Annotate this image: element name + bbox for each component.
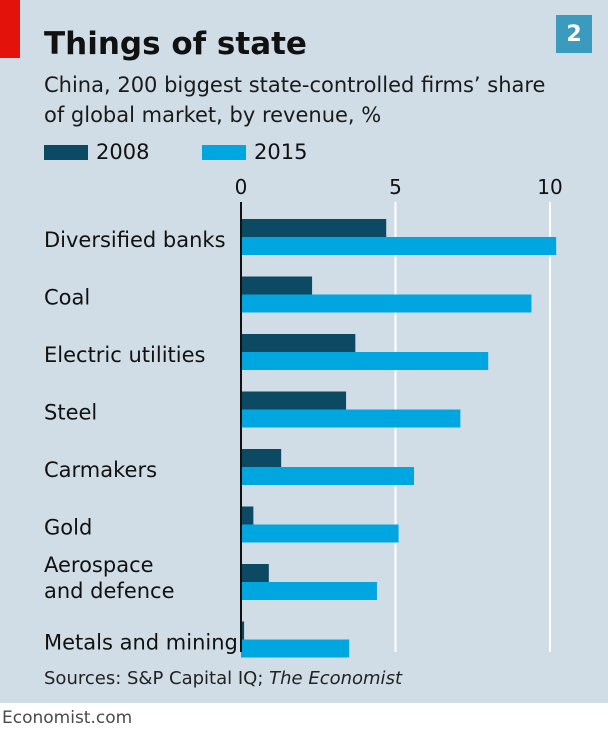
category-label-2: Electric utilities	[44, 343, 205, 367]
legend-item-2015: 2015	[202, 140, 307, 164]
category-label-0: Diversified banks	[44, 228, 226, 252]
source-note: Sources: S&P Capital IQ; The Economist	[44, 668, 402, 689]
category-label-4: Carmakers	[44, 458, 157, 482]
x-tick-label-5: 5	[389, 175, 402, 199]
footer-credit: Economist.com	[2, 708, 133, 728]
bar-2015-1	[241, 294, 532, 313]
source-prefix: Sources: S&P Capital IQ;	[44, 668, 270, 689]
bar-2008-0	[241, 219, 387, 237]
bar-2008-6	[241, 564, 269, 582]
category-label-1: Coal	[44, 286, 90, 310]
category-label-7: Metals and mining	[44, 631, 238, 655]
bar-2015-0	[241, 237, 557, 255]
legend-swatch-2015	[202, 144, 246, 160]
chart-title: Things of state	[44, 26, 307, 62]
x-tick-label-10: 10	[537, 175, 562, 199]
bar-2008-7	[241, 621, 245, 640]
bar-2015-6	[241, 582, 377, 600]
legend-swatch-2008	[44, 144, 88, 160]
bar-chart: 0 5 10 Diversified banks Coal Electric utilit…	[44, 175, 563, 658]
x-tick-label-0: 0	[235, 175, 248, 199]
chart-number-badge: 2	[556, 15, 592, 53]
bar-2015-5	[241, 524, 399, 543]
brand-red-tab	[0, 0, 20, 58]
bar-2008-5	[241, 506, 254, 525]
bar-2015-4	[241, 467, 415, 485]
bar-2015-2	[241, 352, 489, 370]
bar-2008-4	[241, 449, 282, 467]
chart-subtitle: China, 200 biggest state-controlled firm…	[44, 70, 545, 130]
subtitle-line-2: of global market, by revenue, %	[44, 103, 382, 127]
bar-2015-7	[241, 639, 350, 658]
bar-2015-3	[241, 409, 461, 428]
bar-2008-1	[241, 276, 313, 295]
source-italic: The Economist	[269, 668, 402, 689]
legend-label-2008: 2008	[96, 140, 150, 164]
category-label-3: Steel	[44, 401, 97, 425]
legend-label-2015: 2015	[254, 140, 308, 164]
category-label-6: Aerospace and defence	[44, 553, 175, 603]
category-label-5: Gold	[44, 516, 92, 540]
legend-item-2008: 2008	[44, 140, 149, 164]
bar-2008-2	[241, 334, 356, 352]
subtitle-line-1: China, 200 biggest state-controlled firm…	[44, 73, 546, 97]
bar-2008-3	[241, 391, 347, 410]
